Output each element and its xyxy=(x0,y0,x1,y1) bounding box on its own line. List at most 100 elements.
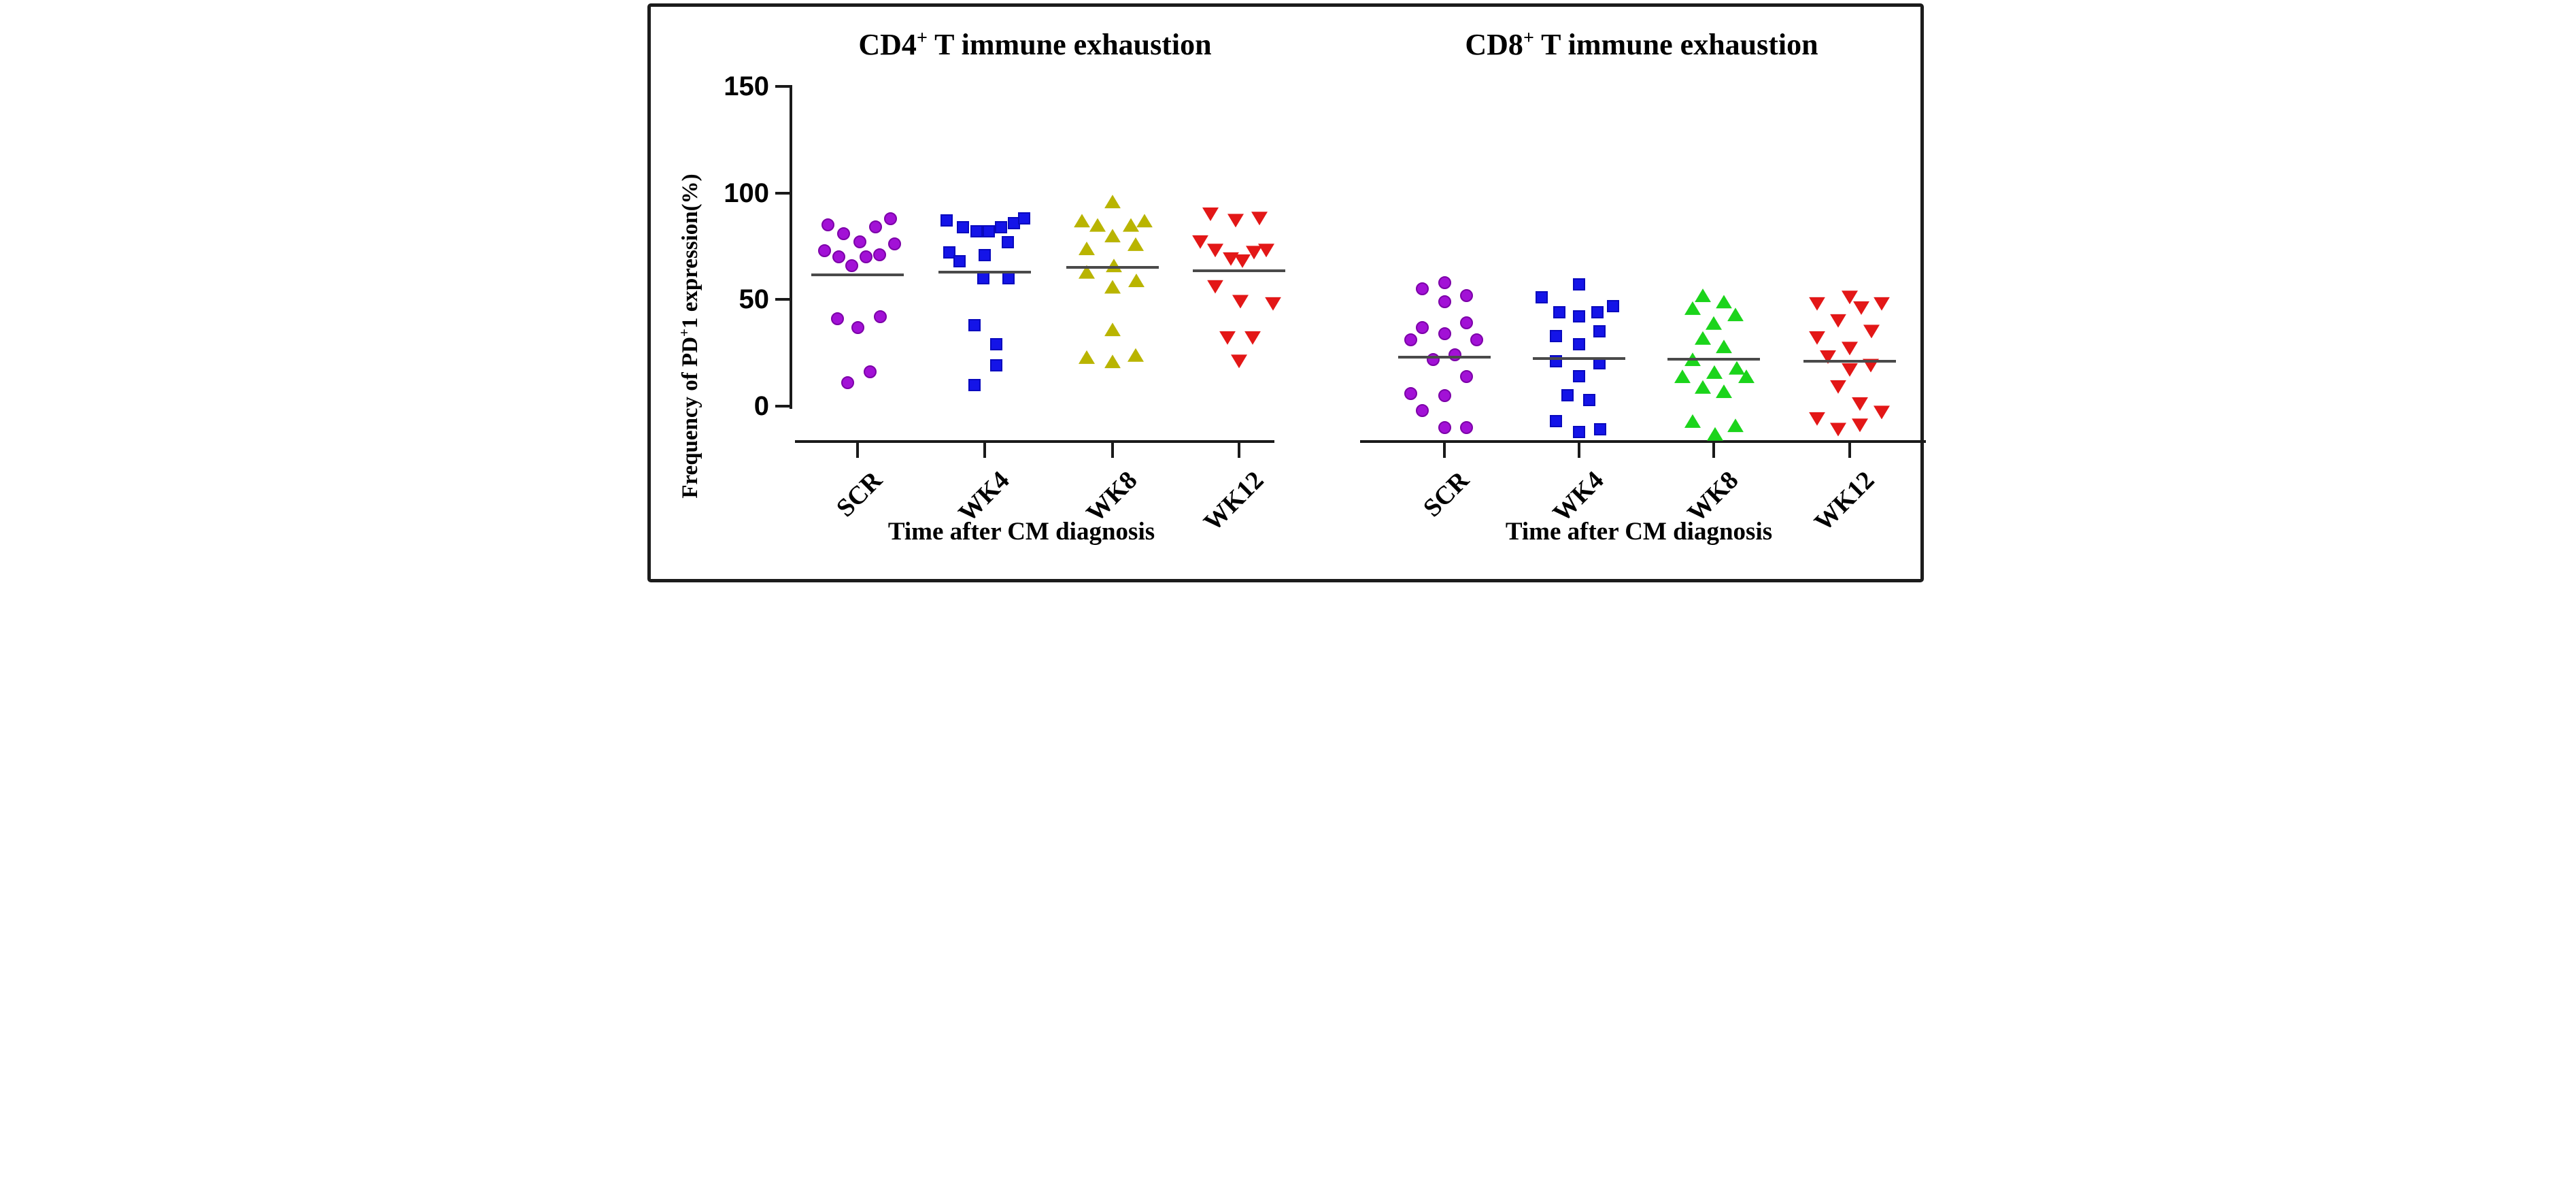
wk4-data-point xyxy=(1002,235,1014,248)
scr-data-point xyxy=(883,212,897,225)
y-axis-label-sup: + xyxy=(676,329,692,337)
scr-data-point xyxy=(1415,320,1429,334)
title-cd8-text: CD8 xyxy=(1465,28,1523,61)
wk4-data-point xyxy=(1018,212,1030,225)
x-tick-wk12 xyxy=(1848,443,1851,458)
wk4-data-point xyxy=(970,225,983,238)
y-tick-label: 50 xyxy=(739,284,770,315)
wk4-data-point xyxy=(943,246,955,259)
mean-line-scr xyxy=(1398,355,1491,359)
wk4-data-point xyxy=(1573,425,1585,438)
wk4-data-point xyxy=(1002,272,1015,284)
wk4-data-point xyxy=(968,378,981,391)
mean-line-scr xyxy=(811,273,904,277)
wk4-data-point xyxy=(979,248,991,261)
wk4-data-point xyxy=(990,338,1002,351)
wk4-data-point xyxy=(1573,338,1585,351)
x-tick-wk8 xyxy=(1712,443,1715,458)
x-axis-label-cd8: Time after CM diagnosis xyxy=(1505,518,1773,546)
panel-title-cd8: CD8+ T immune exhaustion xyxy=(1431,27,1852,62)
wk4-data-point xyxy=(995,220,1007,233)
scr-data-point xyxy=(1459,316,1473,330)
scr-data-point xyxy=(1438,276,1451,289)
x-axis-label-cd4: Time after CM diagnosis xyxy=(887,518,1155,546)
x-tick-scr xyxy=(856,443,859,458)
scr-data-point xyxy=(830,312,844,326)
panel-title-cd4: CD4+ T immune exhaustion xyxy=(824,27,1246,62)
y-tick xyxy=(775,298,792,301)
figure: CD4+ T immune exhaustion CD8+ T immune e… xyxy=(644,0,1932,589)
scr-data-point xyxy=(873,310,887,323)
x-tick-wk12 xyxy=(1238,443,1240,458)
wk4-data-point xyxy=(953,254,966,267)
scr-data-point xyxy=(859,250,872,264)
wk4-data-point xyxy=(1573,278,1585,291)
scr-data-point xyxy=(1438,388,1451,402)
x-tick-wk4 xyxy=(1578,443,1580,458)
y-tick xyxy=(775,85,792,88)
scr-data-point xyxy=(1438,327,1451,340)
scr-data-point xyxy=(1448,348,1461,362)
scr-data-point xyxy=(872,248,886,262)
wk4-data-point xyxy=(1573,370,1585,383)
mean-line-wk12 xyxy=(1193,269,1285,273)
scr-data-point xyxy=(1459,420,1473,434)
scr-data-point xyxy=(1459,369,1473,383)
scr-data-point xyxy=(1404,333,1417,347)
y-tick xyxy=(775,405,792,408)
mean-line-wk8 xyxy=(1066,266,1159,269)
scr-data-point xyxy=(1415,282,1429,296)
title-cd4-rest: T immune exhaustion xyxy=(927,28,1212,61)
wk4-data-point xyxy=(957,220,969,233)
scr-data-point xyxy=(1470,333,1483,347)
scr-data-point xyxy=(832,250,845,264)
x-axis-baseline-cd8 xyxy=(1360,440,1926,443)
wk4-data-point xyxy=(1594,423,1606,436)
wk4-data-point xyxy=(1553,306,1565,319)
x-tick-wk8 xyxy=(1111,443,1114,458)
scr-data-point xyxy=(887,237,901,251)
wk4-data-point xyxy=(983,225,995,238)
scr-data-point xyxy=(845,259,858,272)
mean-line-wk8 xyxy=(1667,358,1760,361)
wk4-data-point xyxy=(1561,389,1574,402)
scr-data-point xyxy=(868,220,882,234)
scr-data-point xyxy=(1459,288,1473,302)
scr-data-point xyxy=(1404,386,1417,400)
mean-line-wk4 xyxy=(1533,356,1625,360)
scr-data-point xyxy=(1415,403,1429,417)
x-tick-scr xyxy=(1443,443,1446,458)
wk4-data-point xyxy=(990,359,1002,372)
mean-line-wk12 xyxy=(1803,360,1896,363)
wk4-data-point xyxy=(1573,310,1585,323)
y-tick-label: 150 xyxy=(724,71,769,101)
x-axis-baseline-cd4 xyxy=(795,440,1274,443)
scr-data-point xyxy=(836,227,850,240)
scr-data-point xyxy=(1438,420,1451,434)
scr-data-point xyxy=(841,376,854,390)
title-cd4-text: CD4 xyxy=(858,28,917,61)
wk4-data-point xyxy=(1550,329,1562,342)
scr-data-point xyxy=(1438,295,1451,308)
wk4-data-point xyxy=(1593,325,1606,338)
wk4-data-point xyxy=(1536,291,1548,304)
x-tick-wk4 xyxy=(983,443,986,458)
y-tick xyxy=(775,191,792,195)
figure-border xyxy=(647,3,1924,582)
wk4-data-point xyxy=(968,318,981,331)
scr-data-point xyxy=(853,235,866,249)
title-cd8-rest: T immune exhaustion xyxy=(1533,28,1818,61)
y-tick-label: 0 xyxy=(753,391,769,421)
scr-data-point xyxy=(821,218,834,232)
scr-data-point xyxy=(817,244,831,257)
wk4-data-point xyxy=(1607,299,1619,312)
mean-line-wk4 xyxy=(938,270,1031,273)
title-cd4-sup: + xyxy=(916,27,928,49)
title-cd8-sup: + xyxy=(1523,27,1534,49)
wk4-data-point xyxy=(1591,306,1604,319)
wk4-data-point xyxy=(977,272,989,284)
y-tick-label: 100 xyxy=(724,178,769,208)
wk4-data-point xyxy=(1583,393,1595,406)
wk4-data-point xyxy=(1550,414,1562,427)
y-axis-line xyxy=(790,86,792,409)
